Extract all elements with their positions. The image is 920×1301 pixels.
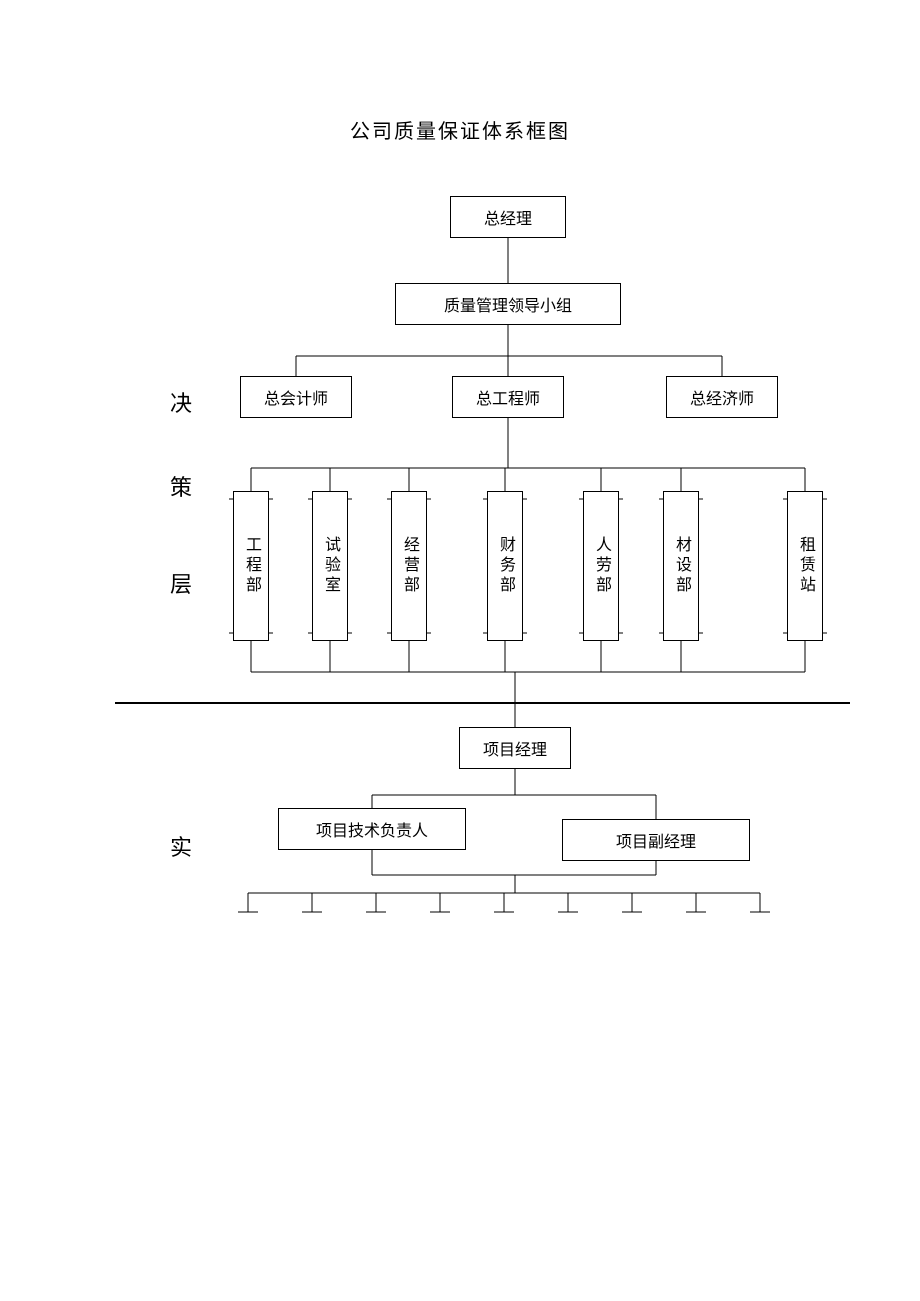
node-dept-finance: 财务部 [487, 491, 523, 641]
layer-label-1: 决 [170, 386, 192, 418]
node-deputy-project-manager: 项目副经理 [562, 819, 750, 861]
node-dept-business: 经营部 [391, 491, 427, 641]
chart-title: 公司质量保证体系框图 [0, 115, 920, 144]
node-project-manager: 项目经理 [459, 727, 571, 769]
node-chief-economist: 总经济师 [666, 376, 778, 418]
node-dept-leasing: 租赁站 [787, 491, 823, 641]
node-dept-materials: 材设部 [663, 491, 699, 641]
node-general-manager: 总经理 [450, 196, 566, 238]
node-chief-engineer: 总工程师 [452, 376, 564, 418]
layer-label-4: 实 [170, 830, 192, 862]
layer-label-3: 层 [170, 567, 192, 599]
org-chart-page: 公司质量保证体系框图 [0, 0, 920, 1301]
node-quality-mgmt-group: 质量管理领导小组 [395, 283, 621, 325]
node-dept-lab: 试验室 [312, 491, 348, 641]
node-chief-accountant: 总会计师 [240, 376, 352, 418]
node-project-tech-lead: 项目技术负责人 [278, 808, 466, 850]
node-dept-engineering: 工程部 [233, 491, 269, 641]
layer-label-2: 策 [170, 470, 192, 502]
node-dept-hr: 人劳部 [583, 491, 619, 641]
